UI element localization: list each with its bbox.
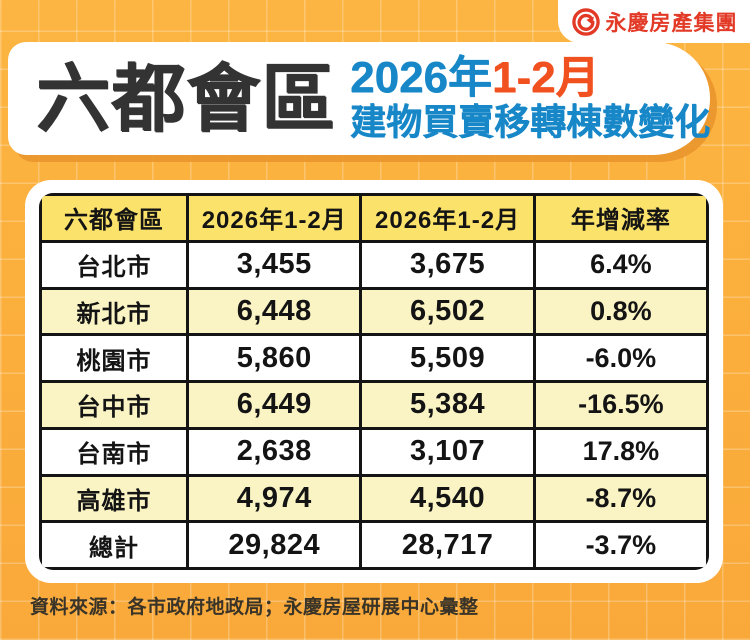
value-cell: 3,107 — [362, 429, 533, 474]
yoy-cell: -3.7% — [535, 523, 706, 567]
yoy-cell: 6.4% — [535, 242, 706, 287]
table-row: 桃園市 5,860 5,509 -6.0% — [42, 336, 706, 380]
transfer-data-table: 六都會區 2026年1-2月 2026年1-2月 年增減率 台北市 3,455 … — [39, 193, 709, 570]
yoy-cell: 0.8% — [535, 289, 706, 334]
city-cell: 台北市 — [42, 242, 187, 287]
city-cell-total: 總計 — [42, 523, 187, 567]
header-region: 六都會區 — [42, 196, 187, 240]
value-cell: 5,384 — [362, 383, 533, 427]
city-cell: 新北市 — [42, 289, 187, 334]
value-cell: 6,449 — [189, 383, 360, 427]
value-cell: 6,502 — [362, 289, 533, 334]
value-cell: 29,824 — [189, 523, 360, 567]
page-subtitle: 2026年1-2月 建物買賣移轉棟數變化 — [350, 52, 711, 143]
value-cell: 4,540 — [362, 476, 533, 521]
subtitle-period: 2026年1-2月 — [350, 52, 710, 102]
subtitle-description: 建物買賣移轉棟數變化 — [350, 100, 711, 142]
title-banner: 六都會區 2026年1-2月 建物買賣移轉棟數變化 — [8, 42, 710, 155]
value-cell: 5,860 — [189, 336, 360, 380]
city-cell: 台南市 — [42, 429, 187, 474]
data-source-note: 資料來源：各市政府地政局；永慶房屋研展中心彙整 — [30, 597, 479, 618]
header-period-1: 2026年1-2月 — [189, 196, 360, 240]
city-cell: 高雄市 — [42, 476, 187, 521]
value-cell: 3,455 — [189, 242, 360, 287]
yoy-cell: -8.7% — [535, 476, 706, 521]
city-cell: 台中市 — [42, 383, 187, 427]
header-yoy: 年增減率 — [535, 196, 706, 240]
table-row: 台南市 2,638 3,107 17.8% — [42, 429, 706, 474]
brand-logo-icon — [571, 7, 601, 37]
data-table-frame: 六都會區 2026年1-2月 2026年1-2月 年增減率 台北市 3,455 … — [39, 193, 709, 570]
table-row: 台中市 6,449 5,384 -16.5% — [42, 383, 706, 427]
yoy-cell: -16.5% — [535, 383, 706, 427]
header-period-2: 2026年1-2月 — [362, 196, 533, 240]
table-header-row: 六都會區 2026年1-2月 2026年1-2月 年增減率 — [42, 196, 706, 240]
value-cell: 2,638 — [189, 429, 360, 474]
value-cell: 6,448 — [189, 289, 360, 334]
data-table-card: 六都會區 2026年1-2月 2026年1-2月 年增減率 台北市 3,455 … — [25, 180, 723, 583]
value-cell: 4,974 — [189, 476, 360, 521]
table-row: 新北市 6,448 6,502 0.8% — [42, 289, 706, 334]
table-row: 台北市 3,455 3,675 6.4% — [42, 242, 706, 287]
yoy-cell: 17.8% — [535, 429, 706, 474]
value-cell: 28,717 — [362, 523, 533, 567]
page-title: 六都會區 — [36, 56, 336, 140]
value-cell: 3,675 — [362, 242, 533, 287]
subtitle-month: 1-2月 — [491, 52, 600, 102]
brand-name: 永慶房產集團 — [605, 11, 738, 35]
table-row: 高雄市 4,974 4,540 -8.7% — [42, 476, 706, 521]
table-row-total: 總計 29,824 28,717 -3.7% — [42, 523, 706, 567]
brand-logo-pill: 永慶房產集團 — [558, 0, 750, 43]
yoy-cell: -6.0% — [535, 336, 706, 380]
subtitle-year: 2026年 — [350, 52, 492, 102]
city-cell: 桃園市 — [42, 336, 187, 380]
value-cell: 5,509 — [362, 336, 533, 380]
